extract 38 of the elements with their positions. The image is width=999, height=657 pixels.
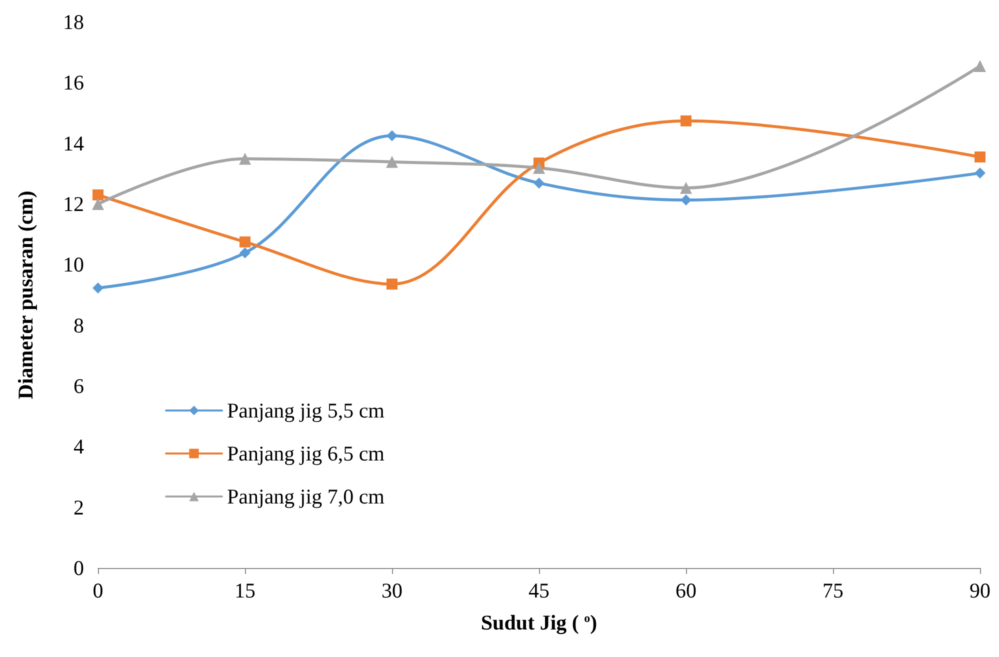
y-tick-label: 0: [74, 556, 84, 580]
point: [534, 178, 544, 189]
y-tick-label: 12: [63, 192, 84, 216]
point: [240, 236, 250, 248]
point: [680, 115, 692, 126]
point: [533, 162, 545, 174]
point: [974, 60, 986, 72]
point: [386, 130, 398, 142]
legend-label: Panjang jig 5,5 cm: [227, 398, 384, 422]
point: [92, 282, 104, 294]
x-tick-label: 90: [970, 578, 990, 602]
y-tick-label: 16: [63, 70, 84, 95]
y-tick-label: 18: [63, 10, 84, 34]
point: [680, 182, 692, 194]
point: [92, 189, 104, 200]
y-tick-label: 14: [63, 131, 84, 156]
x-tick-label: 45: [528, 578, 550, 602]
x-tick-label: 75: [822, 578, 844, 602]
x-tick-label: 60: [676, 578, 696, 602]
y-tick-label: 2: [74, 495, 84, 520]
point: [680, 194, 692, 206]
point: [239, 152, 251, 165]
point: [974, 151, 986, 162]
y-tick-label: 6: [74, 374, 84, 398]
x-tick-label: 15: [234, 578, 256, 602]
legend-label: Panjang jig 7,0 cm: [227, 484, 384, 508]
point: [92, 198, 104, 210]
x-tick-label: 0: [92, 578, 104, 602]
point: [386, 156, 398, 168]
point: [974, 168, 986, 179]
y-tick-label: 4: [74, 434, 84, 459]
y-tick-label: 8: [74, 313, 84, 338]
point: [240, 247, 250, 258]
x-tick-label: 30: [382, 578, 402, 602]
point: [386, 278, 398, 290]
legend-label: Panjang jig 6,5 cm: [227, 442, 384, 466]
y-tick-label: 10: [63, 252, 84, 277]
y-axis-title: Diameter pusaran (cm): [14, 190, 38, 400]
